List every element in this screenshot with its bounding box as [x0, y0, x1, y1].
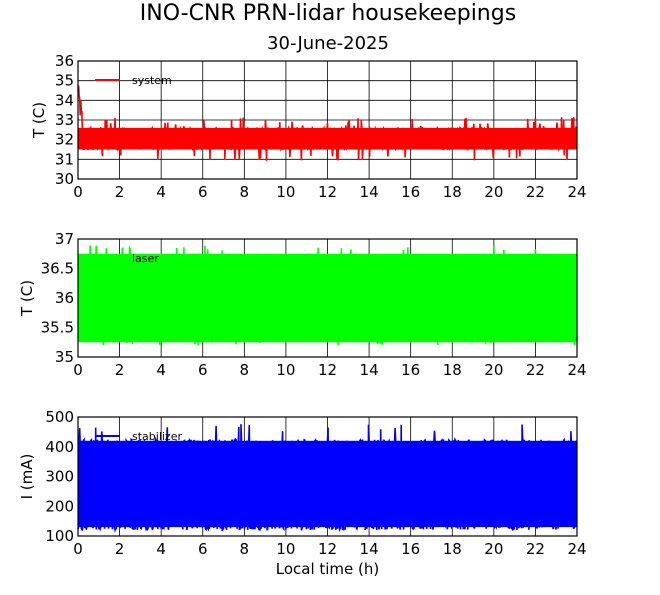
y-tick-label: 36.5 [41, 260, 74, 278]
x-tick-label: 24 [567, 183, 586, 201]
x-tick-label: 12 [318, 361, 337, 379]
y-tick-label: 33 [55, 111, 74, 129]
figure-subtitle: 30-June-2025 [267, 33, 389, 54]
y-tick-label: 100 [45, 527, 74, 545]
y-axis-label: T (C) [18, 280, 36, 317]
x-tick-label: 24 [567, 361, 586, 379]
x-tick-label: 18 [443, 361, 462, 379]
x-tick-label: 8 [240, 361, 250, 379]
series-line-stabilizer [77, 424, 578, 533]
x-tick-label: 16 [401, 540, 420, 558]
x-tick-label: 14 [360, 183, 379, 201]
x-tick-label: 18 [443, 540, 462, 558]
x-tick-label: 6 [198, 183, 208, 201]
x-tick-label: 12 [318, 183, 337, 201]
legend-label-laser: laser [132, 252, 159, 265]
x-tick-label: 12 [318, 540, 337, 558]
x-tick-label: 4 [156, 540, 166, 558]
series-line-system [77, 85, 578, 161]
x-tick-label: 2 [115, 361, 125, 379]
y-tick-label: 30 [55, 170, 74, 188]
x-tick-label: 22 [526, 540, 545, 558]
legend-label-system: system [132, 74, 172, 87]
y-tick-label: 32 [55, 131, 74, 149]
x-axis-label: Local time (h) [276, 560, 380, 578]
x-tick-label: 20 [484, 183, 503, 201]
y-tick-label: 36 [55, 289, 74, 307]
x-tick-label: 22 [526, 183, 545, 201]
x-tick-label: 10 [276, 361, 295, 379]
x-tick-label: 10 [276, 183, 295, 201]
x-tick-label: 16 [401, 361, 420, 379]
y-tick-label: 34 [55, 91, 74, 109]
x-tick-label: 4 [156, 183, 166, 201]
x-tick-label: 8 [240, 540, 250, 558]
y-tick-label: 500 [45, 408, 74, 426]
x-tick-label: 2 [115, 183, 125, 201]
plot-frame [77, 238, 578, 358]
legend-label-stabilizer: stabilizer [132, 430, 182, 443]
x-tick-label: 6 [198, 361, 208, 379]
y-tick-label: 36 [55, 52, 74, 70]
x-tick-label: 10 [276, 540, 295, 558]
x-tick-label: 18 [443, 183, 462, 201]
y-axis-label: I (mA) [18, 454, 36, 500]
x-tick-label: 16 [401, 183, 420, 201]
x-tick-label: 6 [198, 540, 208, 558]
x-tick-label: 20 [484, 361, 503, 379]
y-tick-label: 35 [55, 348, 74, 366]
y-tick-label: 35.5 [41, 319, 74, 337]
plot-frame [77, 60, 578, 180]
x-tick-label: 14 [360, 540, 379, 558]
series-line-laser [77, 244, 578, 346]
figure-title: INO-CNR PRN-lidar housekeepings [140, 1, 516, 26]
x-tick-label: 0 [73, 540, 83, 558]
x-tick-label: 22 [526, 361, 545, 379]
x-tick-label: 0 [73, 183, 83, 201]
x-tick-label: 20 [484, 540, 503, 558]
plot-frame [77, 416, 578, 537]
y-axis-label: T (C) [30, 102, 48, 139]
y-tick-label: 200 [45, 497, 74, 515]
x-tick-label: 0 [73, 361, 83, 379]
x-tick-label: 4 [156, 361, 166, 379]
x-tick-label: 14 [360, 361, 379, 379]
y-tick-label: 37 [55, 230, 74, 248]
y-tick-label: 31 [55, 150, 74, 168]
y-tick-label: 300 [45, 468, 74, 486]
x-tick-label: 2 [115, 540, 125, 558]
y-tick-label: 35 [55, 72, 74, 90]
y-tick-label: 400 [45, 438, 74, 456]
x-tick-label: 8 [240, 183, 250, 201]
x-tick-label: 24 [567, 540, 586, 558]
